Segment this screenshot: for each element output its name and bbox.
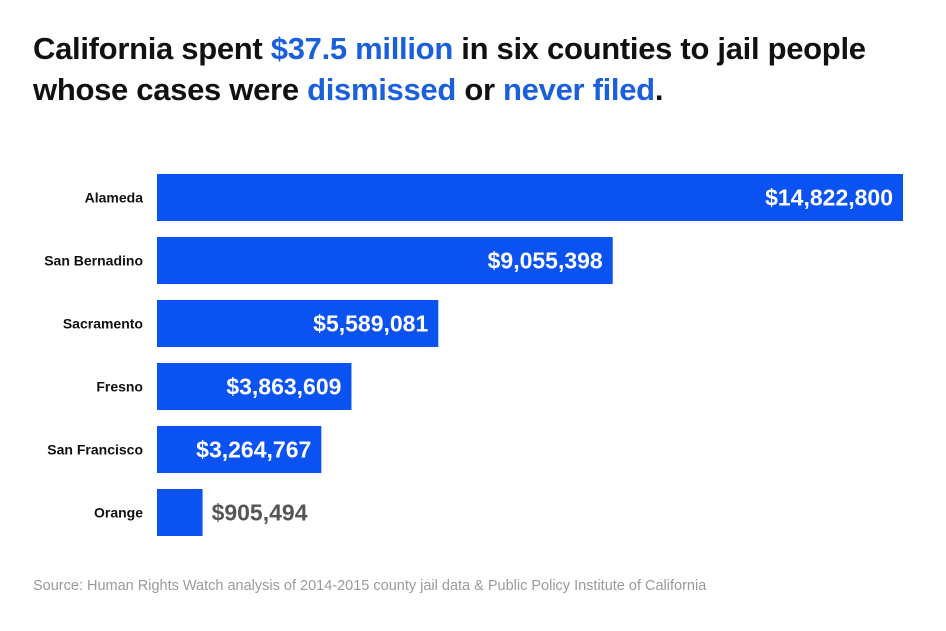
chart-title: California spent $37.5 million in six co…	[33, 28, 933, 110]
category-label: Sacramento	[63, 316, 143, 332]
data-label: $14,822,800	[765, 185, 893, 211]
bar	[157, 489, 203, 536]
title-highlight: $37.5 million	[270, 31, 453, 66]
title-text: in six counties to jail people whose cas…	[33, 31, 866, 107]
data-label: $905,494	[212, 500, 308, 526]
title-text: California spent	[33, 31, 271, 66]
bar	[157, 426, 322, 473]
category-label: Orange	[94, 505, 143, 521]
data-label: $5,589,081	[313, 311, 428, 337]
data-label: $3,264,767	[196, 437, 311, 463]
title-text: .	[654, 72, 664, 107]
category-label: Alameda	[85, 190, 144, 206]
title-highlight: dismissed	[307, 72, 457, 107]
bar	[157, 300, 439, 347]
category-label: San Bernadino	[44, 253, 143, 269]
source-note: Source: Human Rights Watch analysis of 2…	[33, 578, 707, 594]
title-text: or	[456, 72, 504, 107]
category-label: Fresno	[96, 379, 143, 395]
bar	[157, 363, 352, 410]
category-label: San Francisco	[47, 442, 143, 458]
bar	[157, 237, 613, 284]
data-label: $9,055,398	[488, 248, 603, 274]
bar	[157, 174, 903, 221]
title-highlight: never filed	[503, 72, 655, 107]
data-label: $3,863,609	[226, 374, 341, 400]
